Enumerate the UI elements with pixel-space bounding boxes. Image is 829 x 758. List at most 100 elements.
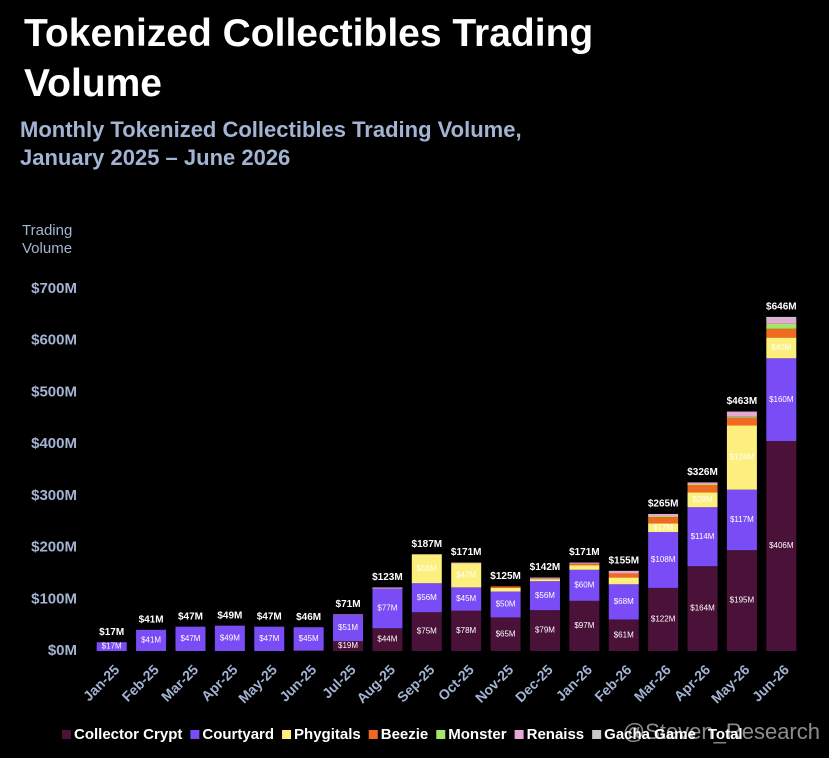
x-tick-label: Dec-25 [512, 661, 556, 705]
x-tick-label: Nov-25 [472, 661, 516, 705]
x-tick-label: Feb-25 [119, 661, 162, 704]
segment-label: $78M [456, 626, 476, 635]
segment-label: $47M [180, 634, 200, 643]
bar-segment [175, 626, 206, 651]
x-tick-label: May-26 [708, 661, 753, 706]
bar-segment [529, 579, 560, 582]
bar-segment [766, 323, 797, 329]
total-label: $326M [687, 467, 718, 478]
bar-segment [726, 425, 757, 490]
segment-label: $41M [141, 636, 161, 645]
bar-segment [96, 642, 127, 651]
segment-label: $17M [102, 642, 122, 651]
total-label: $41M [139, 614, 164, 625]
bar-segment [569, 565, 600, 570]
total-label: $463M [727, 396, 758, 407]
watermark: @Steven_Research [623, 719, 820, 744]
bar-segment [687, 507, 718, 567]
segment-label: $75M [417, 627, 437, 636]
bar-segment [529, 581, 560, 611]
x-tick-label: Aug-25 [353, 661, 398, 706]
y-tick-label: $600M [31, 332, 77, 349]
x-tick-label: Feb-26 [591, 661, 634, 704]
segment-label: $79M [535, 626, 555, 635]
legend-swatch [282, 730, 292, 739]
legend-label: Courtyard [202, 726, 274, 743]
total-label: $47M [178, 611, 203, 622]
segment-label: $17M [653, 523, 673, 532]
bar-segment [608, 584, 639, 620]
segment-label: $45M [456, 594, 476, 603]
bar-segment [372, 588, 403, 629]
bar-segment [451, 610, 482, 651]
legend-label: Total [708, 726, 743, 743]
bar-segment [608, 577, 639, 585]
total-label: $155M [608, 555, 639, 566]
bar-segment [766, 316, 797, 319]
legend-swatch [190, 730, 200, 739]
bar-segment [451, 562, 482, 564]
total-label: $17M [99, 627, 124, 638]
bar-segment [529, 577, 560, 579]
segment-label: $195M [730, 596, 755, 605]
total-label: $49M [217, 610, 242, 621]
bar-segment [687, 483, 718, 485]
x-tick-label: Apr-25 [198, 661, 241, 704]
segment-label: $108M [651, 555, 676, 564]
bar-segment [726, 411, 757, 417]
x-tick-label: Mar-26 [631, 661, 674, 704]
x-tick-label: Jan-25 [80, 661, 123, 704]
bar-segment [490, 591, 521, 618]
total-label: $142M [530, 562, 561, 573]
x-tick-label: Apr-26 [671, 661, 714, 704]
bar-segment [136, 629, 167, 651]
legend-swatch [514, 730, 524, 739]
segment-label: $117M [730, 515, 754, 524]
segment-label: $160M [769, 395, 794, 404]
bar-segment [687, 484, 718, 493]
legend-label: Beezie [381, 726, 429, 743]
bar-segment [529, 578, 560, 580]
bar-segment [608, 570, 639, 574]
segment-label: $68M [614, 597, 634, 606]
bar-segment [490, 617, 521, 651]
x-tick-label: Oct-25 [435, 661, 477, 703]
total-label: $171M [451, 547, 482, 558]
bar-segment [333, 614, 364, 642]
segment-label: $47M [456, 570, 476, 579]
total-label: $187M [412, 539, 443, 550]
total-label: $71M [336, 599, 361, 610]
segment-label: $406M [769, 541, 794, 550]
total-label: $646M [766, 302, 797, 313]
y-tick-label: $100M [31, 590, 77, 607]
title-line: Tokenized Collectibles Trading [24, 12, 593, 55]
legend-swatch [368, 730, 378, 739]
title-line: Volume [24, 62, 162, 105]
legend-swatch [62, 730, 71, 739]
segment-label: $56M [417, 564, 437, 573]
bar-segment [372, 587, 403, 588]
bar-segment [726, 416, 757, 418]
y-tick-label: $400M [31, 435, 77, 452]
segment-label: $61M [614, 630, 634, 639]
x-tick-label: Sep-25 [394, 661, 438, 705]
bar-segment [529, 610, 560, 651]
bar-segment [726, 550, 757, 651]
bar-segment [766, 337, 797, 359]
x-tick-label: Jun-25 [276, 661, 319, 704]
bar-segment [411, 583, 442, 613]
bar-segment [569, 600, 600, 651]
bar-segment [687, 482, 718, 484]
segment-label: $50M [496, 600, 516, 609]
legend-label: Gacha Game [604, 726, 696, 743]
y-tick-label: $500M [31, 383, 77, 400]
segment-label: $97M [574, 621, 594, 630]
bar-segment [372, 587, 403, 589]
total-label: $47M [257, 611, 282, 622]
bar-segment [648, 516, 679, 518]
bar-segment [766, 318, 797, 324]
bar-segment [451, 587, 482, 611]
bar-segment [490, 587, 521, 592]
bar-segment [608, 573, 639, 578]
